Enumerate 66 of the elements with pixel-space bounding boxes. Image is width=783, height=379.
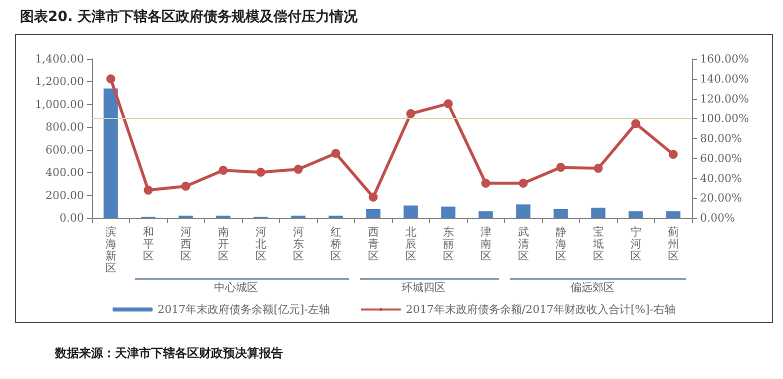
x-tick-label: 红桥区 [329,226,342,262]
text: 偏远郊区 [570,281,614,294]
source-note: 数据来源：天津市下辖各区财政预决算报告 [55,345,283,362]
point [331,148,340,158]
point [444,99,453,108]
y2-tick-label: 120.00% [700,92,749,106]
y2-tick-label: 160.00% [700,52,749,66]
point [518,178,528,188]
x-tick-label: 南开区 [218,226,229,262]
y-tick-label: 400.00 [46,166,84,180]
y-tick-label: 1,200.00 [35,75,84,88]
point [256,168,266,177]
x-tick-label: 滨海新区 [105,226,116,274]
x-tick-label: 宁河区 [630,226,642,262]
y2-tick-label: 100.00% [700,112,749,126]
point [368,192,378,202]
point [294,164,303,174]
bar [516,204,530,218]
point [406,109,416,118]
text: 中心城区 [214,281,258,294]
x-tick-label: 和平区 [142,226,154,262]
y2-tick-label: 80.00% [700,132,742,145]
point [106,74,116,84]
bar [666,211,680,218]
bar [104,88,118,218]
y2-tick-label: 0.00% [700,212,735,224]
point [631,119,640,128]
y-tick-label: 1,400.00 [35,52,84,66]
text: 环城四区 [402,281,446,294]
x-tick-label: 武清区 [518,226,529,262]
point [481,178,490,188]
x-tick-label: 西青区 [368,226,379,262]
x-tick-label: 宝坻区 [592,226,604,262]
y2-tick-label: 20.00% [700,192,742,205]
bar [366,208,380,218]
bar [478,211,493,218]
y-tick-label: 200.00 [46,188,84,202]
point [218,166,228,175]
y-tick-label: 800.00 [46,120,84,134]
legend-label: 2017年末政府债务余额[亿元]-左轴 [158,303,330,316]
point [181,182,190,191]
x-tick-label: 静海区 [555,226,566,262]
y-tick-label: 0.00 [60,212,84,224]
point [144,186,153,195]
legend-label: 2017年末政府债务余额/2017年财政收入合计[%]-右轴 [406,303,676,316]
bar [404,206,418,218]
x-tick-label: 蓟州区 [668,226,679,262]
x-tick-label: 河北区 [255,226,266,262]
x-tick-label: 河东区 [292,226,304,262]
y2-tick-label: 40.00% [700,172,742,185]
point [594,164,603,173]
point [556,162,566,172]
x-tick-label: 津南区 [480,226,492,262]
y-tick-label: 1,000.00 [35,98,84,111]
x-tick-label: 东丽区 [442,226,454,262]
bar [591,208,606,218]
y2-tick-label: 60.00% [700,152,742,165]
bar [628,211,643,218]
chart-title: 图表20. 天津市下辖各区政府债务规模及偿付压力情况 [20,8,358,26]
point [668,150,678,159]
x-tick-label: 北辰区 [405,226,416,262]
y2-tick-label: 140.00% [700,72,749,86]
x-tick-label: 河西区 [180,226,192,262]
bar [441,206,456,218]
y-tick-label: 600.00 [46,143,84,156]
bar [554,208,568,218]
